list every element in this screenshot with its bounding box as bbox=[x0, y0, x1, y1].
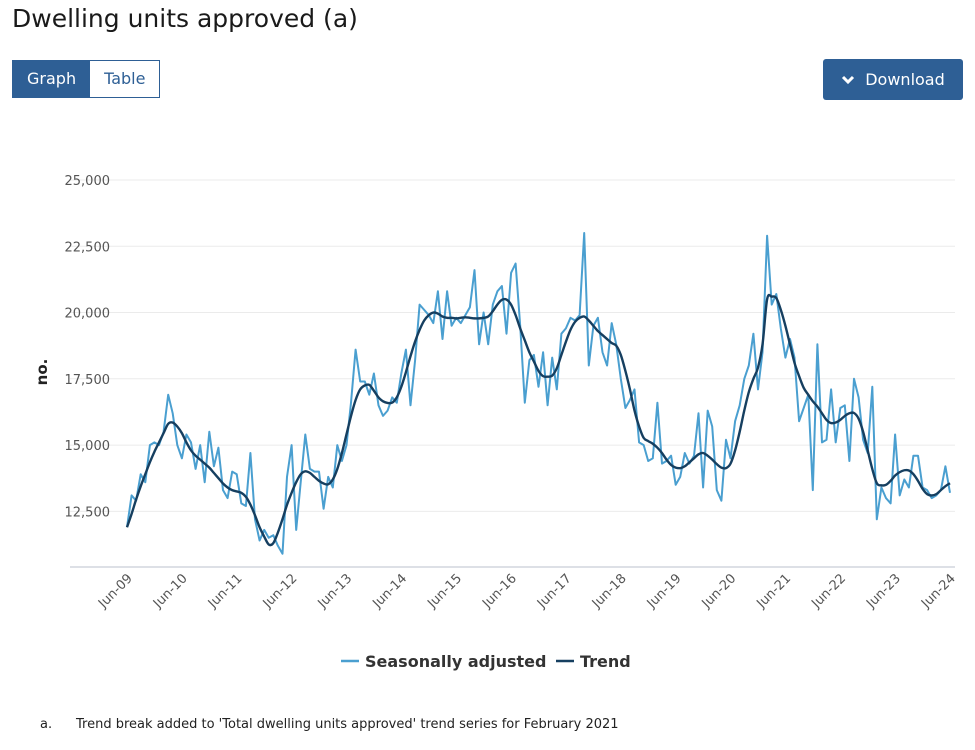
y-tick-label: 12,500 bbox=[65, 505, 111, 520]
legend: Seasonally adjusted Trend bbox=[341, 652, 631, 671]
footnote-marker: a. bbox=[40, 717, 53, 732]
x-tick-label: Jun-10 bbox=[150, 571, 191, 612]
x-tick-label: Jun-15 bbox=[424, 571, 465, 612]
x-tick-label: Jun-22 bbox=[808, 571, 849, 612]
x-tick-label: Jun-20 bbox=[699, 571, 740, 612]
chevron-down-icon bbox=[842, 75, 855, 84]
x-tick-label: Jun-21 bbox=[754, 571, 795, 612]
download-button[interactable]: Download bbox=[823, 59, 963, 100]
x-tick-label: Jun-19 bbox=[644, 571, 685, 612]
download-label: Download bbox=[865, 70, 945, 89]
x-tick-label: Jun-23 bbox=[863, 571, 904, 612]
x-tick-label: Jun-12 bbox=[260, 571, 301, 612]
page-title: Dwelling units approved (a) bbox=[12, 4, 358, 33]
footnote-text: Trend break added to 'Total dwelling uni… bbox=[76, 717, 619, 732]
x-tick-label: Jun-24 bbox=[918, 571, 959, 612]
y-tick-label: 25,000 bbox=[65, 174, 111, 189]
legend-label-trend[interactable]: Trend bbox=[580, 652, 631, 671]
y-tick-label: 15,000 bbox=[65, 439, 111, 454]
series-line-seasonally-adjusted[interactable] bbox=[126, 232, 951, 555]
view-toggle: Graph Table bbox=[12, 60, 161, 98]
legend-label-seasonally-adjusted[interactable]: Seasonally adjusted bbox=[365, 652, 546, 671]
x-tick-label: Jun-09 bbox=[95, 571, 136, 612]
y-axis-label: no. bbox=[33, 359, 51, 386]
x-tick-label: Jun-14 bbox=[369, 571, 410, 612]
y-tick-label: 20,000 bbox=[65, 307, 111, 322]
series-line-trend[interactable] bbox=[125, 293, 951, 547]
x-tick-label: Jun-17 bbox=[534, 571, 575, 612]
line-chart: 12,500 15,000 17,500 20,000 22,500 25,000 Jun… bbox=[33, 174, 959, 671]
x-tick-label: Jun-16 bbox=[479, 571, 520, 612]
x-tick-label: Jun-13 bbox=[315, 571, 356, 612]
y-tick-label: 17,500 bbox=[65, 373, 111, 388]
tab-table[interactable]: Table bbox=[90, 61, 160, 97]
x-tick-label: Jun-18 bbox=[589, 571, 630, 612]
y-tick-label: 22,500 bbox=[65, 240, 111, 255]
footnote: a. Trend break added to 'Total dwelling u… bbox=[40, 717, 619, 732]
x-tick-label: Jun-11 bbox=[205, 571, 246, 612]
tab-graph[interactable]: Graph bbox=[13, 61, 91, 97]
